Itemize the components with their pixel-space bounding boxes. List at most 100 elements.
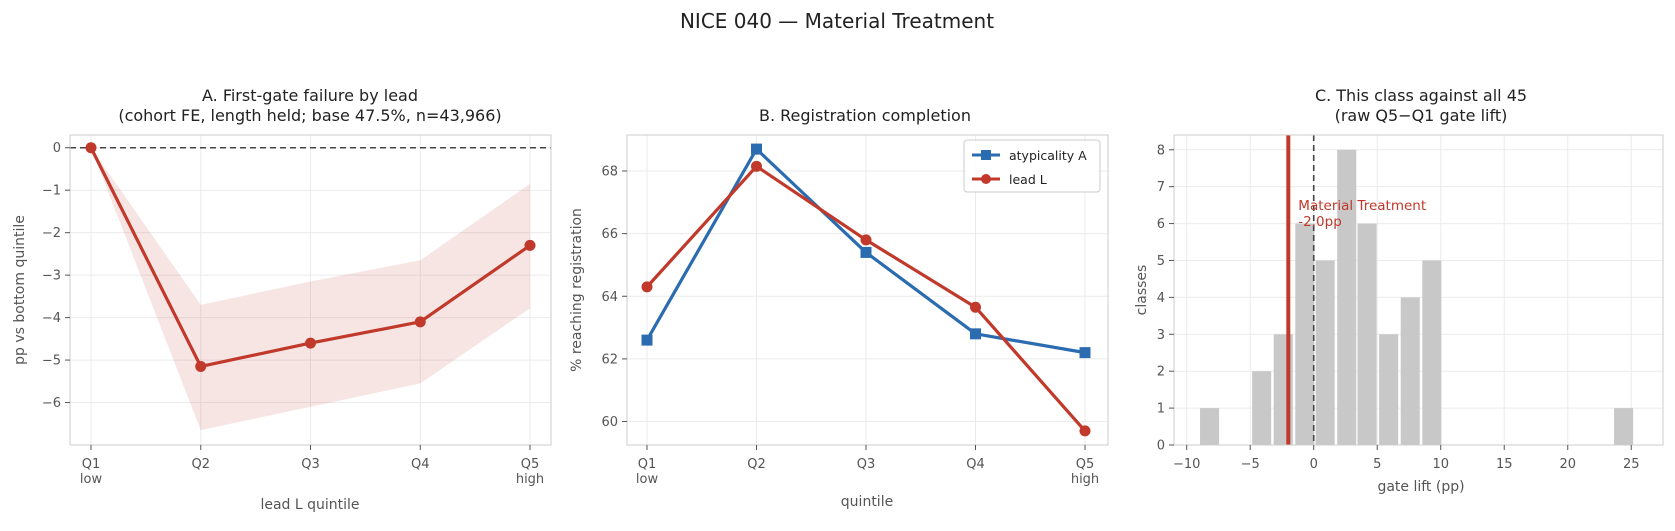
y-tick-label: 2 [1157, 365, 1165, 380]
data-point-circle [970, 301, 981, 313]
histogram-bar [1400, 297, 1420, 445]
y-tick-label: −5 [42, 354, 61, 369]
data-point [85, 142, 97, 154]
x-tick-label: 15 [1496, 457, 1513, 472]
panel-c-grid [1174, 135, 1663, 446]
histogram-bar [1614, 408, 1634, 445]
y-tick-label: 68 [601, 165, 618, 180]
y-tick-label: −3 [42, 269, 61, 284]
data-point-square [970, 328, 981, 340]
panel-c-frame [1173, 134, 1664, 446]
data-point-circle [860, 234, 872, 246]
panel-c-title-line2: (raw Q5−Q1 gate lift) [1335, 106, 1508, 125]
histogram-bar [1337, 149, 1357, 445]
data-point [305, 337, 316, 349]
panel-b-title: B. Registration completion [759, 106, 971, 125]
x-tick-label: 5 [1373, 457, 1381, 472]
data-point-circle [1079, 425, 1091, 437]
y-tick-label: 0 [53, 141, 61, 156]
panel-c-ylabel: classes [1134, 265, 1150, 316]
y-tick-label: 1 [1157, 402, 1165, 417]
y-tick-label: −1 [42, 184, 61, 199]
panel-b-legend: atypicality A lead L [963, 139, 1101, 193]
legend-marker-square [981, 150, 991, 160]
panel-b: B. Registration completion 60 62 64 66 68 Q1… [569, 106, 1109, 510]
x-tick-label: Q3 [301, 457, 320, 472]
x-tick-label: Q1 [82, 457, 101, 472]
y-tick-label: 3 [1157, 328, 1165, 343]
panel-c-highlight-label-line1: Material Treatment [1298, 198, 1426, 214]
y-tick-label: −6 [42, 396, 61, 411]
y-tick-label: 4 [1157, 291, 1165, 306]
data-point [195, 360, 207, 372]
legend-label-atypicality: atypicality A [1009, 148, 1087, 163]
histogram-bar [1422, 260, 1442, 445]
x-tick-label: −5 [1241, 457, 1260, 472]
x-tick-label: Q3 [857, 457, 876, 472]
data-point-square [641, 334, 653, 346]
y-tick-label: 64 [601, 290, 618, 305]
y-tick-label: −2 [42, 226, 61, 241]
panel-a-title-line2: (cohort FE, length held; base 47.5%, n=4… [118, 106, 501, 125]
y-tick-label: 60 [601, 415, 618, 430]
panel-a-yticks: 0 −1 −2 −3 −4 −5 −6 [42, 141, 70, 411]
x-tick-label: 25 [1623, 457, 1640, 472]
panel-c-title-line1: C. This class against all 45 [1315, 86, 1527, 105]
y-tick-label: 0 [1157, 439, 1165, 454]
histogram-bar [1379, 334, 1399, 445]
panel-c-xticks: −10 −5 0 5 10 15 20 25 [1173, 445, 1640, 472]
data-point-circle [641, 281, 653, 293]
histogram-bar [1315, 260, 1335, 445]
panel-a: A. First-gate failure by lead (cohort FE… [12, 86, 552, 513]
y-tick-label: −4 [42, 311, 61, 326]
panel-c-bars [1200, 149, 1634, 445]
x-tick-label: −10 [1173, 457, 1200, 472]
y-tick-label: 8 [1157, 143, 1165, 158]
panel-a-xlabel: lead L quintile [260, 497, 359, 513]
x-tick-label: Q5 [1076, 457, 1095, 472]
x-tick-label: 10 [1432, 457, 1449, 472]
x-tick-sublabel: high [516, 472, 544, 487]
legend-marker-circle [981, 174, 991, 184]
figure-title: NICE 040 — Material Treatment [680, 9, 994, 33]
y-tick-label: 5 [1157, 254, 1165, 269]
x-tick-label: Q2 [191, 457, 210, 472]
data-point [524, 239, 536, 251]
histogram-bar [1295, 223, 1315, 445]
x-tick-label: Q4 [411, 457, 430, 472]
data-point-square [860, 246, 872, 258]
panel-c-yticks: 0 1 2 3 4 5 6 7 8 [1157, 143, 1174, 454]
x-tick-label: Q1 [638, 457, 657, 472]
x-tick-sublabel: low [80, 472, 103, 487]
panel-b-series [641, 143, 1091, 437]
panel-b-frame [626, 134, 1109, 446]
x-tick-sublabel: low [636, 472, 659, 487]
data-point-square [751, 143, 762, 155]
panel-c-xlabel: gate lift (pp) [1377, 479, 1464, 495]
x-tick-label: Q5 [521, 457, 540, 472]
y-tick-label: 7 [1157, 180, 1165, 195]
panel-a-points [85, 142, 536, 372]
panel-c-highlight-label-line2: -2.0pp [1298, 214, 1341, 230]
data-point [414, 316, 426, 328]
histogram-bar [1357, 223, 1377, 445]
panel-a-confidence-band [91, 147, 530, 431]
x-tick-label: 0 [1310, 457, 1318, 472]
histogram-bar [1252, 371, 1272, 445]
panel-a-title-line1: A. First-gate failure by lead [202, 86, 418, 105]
legend-label-lead: lead L [1009, 172, 1047, 187]
x-tick-sublabel: high [1071, 472, 1099, 487]
y-tick-label: 62 [601, 352, 618, 367]
y-tick-label: 6 [1157, 217, 1165, 232]
panel-b-xlabel: quintile [841, 494, 893, 510]
y-tick-label: 66 [601, 227, 618, 242]
panel-b-ylabel: % reaching registration [569, 208, 585, 372]
histogram-bar [1200, 408, 1220, 445]
x-tick-label: Q4 [966, 457, 985, 472]
data-point-circle [751, 160, 762, 172]
x-tick-label: Q2 [747, 457, 766, 472]
data-point-square [1079, 347, 1091, 359]
